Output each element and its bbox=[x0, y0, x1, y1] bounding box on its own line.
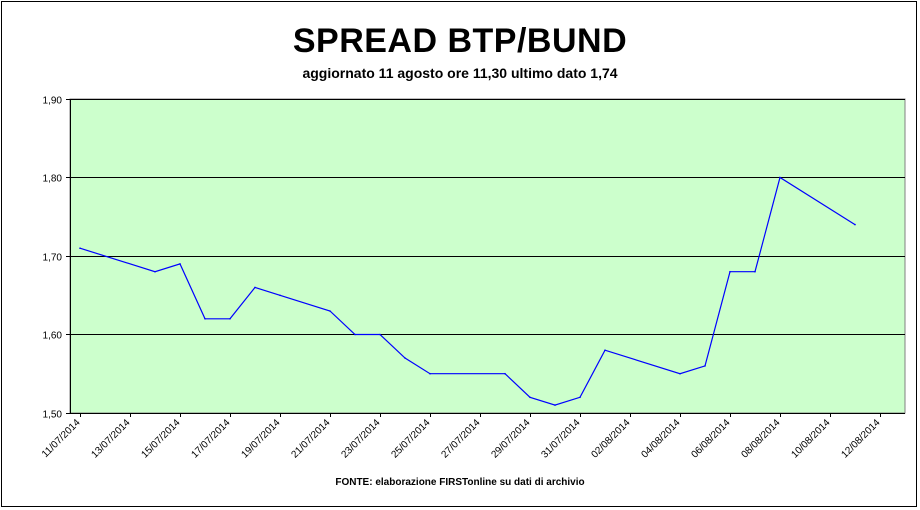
data-point bbox=[204, 318, 206, 320]
x-tick-label: 08/08/2014 bbox=[739, 417, 782, 460]
data-point bbox=[529, 396, 531, 399]
data-point bbox=[79, 247, 81, 249]
data-point bbox=[554, 404, 556, 406]
y-tick-label: 1,60 bbox=[43, 331, 63, 342]
data-point bbox=[679, 372, 681, 375]
data-point bbox=[429, 372, 431, 375]
data-point bbox=[254, 286, 256, 289]
x-tick-label: 29/07/2014 bbox=[489, 417, 532, 460]
data-point bbox=[754, 270, 756, 273]
x-tick-label: 11/07/2014 bbox=[40, 417, 83, 460]
x-tick-label: 27/07/2014 bbox=[439, 417, 482, 460]
data-point bbox=[179, 263, 181, 265]
y-tick-label: 1,80 bbox=[43, 174, 63, 185]
y-tick-label: 1,70 bbox=[43, 253, 63, 264]
x-tick-label: 15/07/2014 bbox=[139, 417, 182, 460]
data-point bbox=[354, 333, 356, 336]
data-point bbox=[404, 357, 406, 359]
data-point bbox=[779, 176, 781, 179]
x-tick-label: 13/07/2014 bbox=[89, 417, 132, 460]
x-tick-label: 02/08/2014 bbox=[589, 417, 632, 460]
data-point bbox=[154, 270, 156, 273]
y-tick-label: 1,50 bbox=[43, 410, 63, 421]
data-point bbox=[379, 333, 381, 336]
x-tick-label: 19/07/2014 bbox=[239, 417, 282, 460]
x-tick-label: 21/07/2014 bbox=[289, 417, 332, 460]
data-point bbox=[579, 396, 581, 399]
data-point bbox=[329, 310, 331, 312]
chart-subtitle: aggiornato 11 agosto ore 11,30 ultimo da… bbox=[302, 65, 618, 81]
data-point bbox=[229, 318, 231, 320]
x-tick-label: 06/08/2014 bbox=[689, 417, 732, 460]
chart-title: SPREAD BTP/BUND bbox=[292, 22, 628, 60]
y-tick-label: 1,90 bbox=[43, 96, 63, 107]
data-point bbox=[729, 270, 731, 273]
chart-source: FONTE: elaborazione FIRSTonline su dati … bbox=[335, 477, 585, 488]
x-tick-label: 31/07/2014 bbox=[539, 417, 582, 460]
data-point bbox=[854, 223, 856, 226]
x-tick-label: 23/07/2014 bbox=[339, 417, 382, 460]
data-point bbox=[279, 294, 281, 297]
x-tick-label: 25/07/2014 bbox=[389, 417, 432, 460]
x-tick-label: 04/08/2014 bbox=[639, 417, 682, 460]
data-point bbox=[504, 372, 506, 375]
x-tick-label: 10/08/2014 bbox=[789, 417, 832, 460]
data-point bbox=[604, 349, 606, 352]
x-tick-label: 17/07/2014 bbox=[189, 417, 232, 460]
data-point bbox=[704, 365, 706, 367]
x-tick-label: 12/08/2014 bbox=[839, 417, 882, 460]
